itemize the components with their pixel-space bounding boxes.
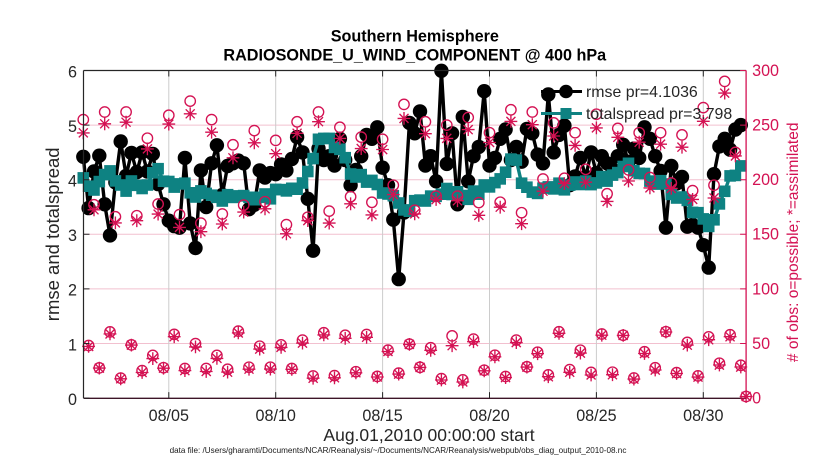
svg-text:6: 6 — [68, 63, 77, 81]
svg-text:1: 1 — [68, 336, 77, 354]
svg-text:5: 5 — [68, 118, 77, 136]
svg-text:150: 150 — [752, 226, 779, 244]
svg-text:250: 250 — [752, 117, 779, 135]
svg-text:Southern Hemisphere: Southern Hemisphere — [331, 28, 499, 46]
svg-text:08/15: 08/15 — [362, 407, 402, 425]
svg-text:0: 0 — [752, 390, 761, 408]
svg-text:08/10: 08/10 — [255, 407, 295, 425]
svg-text:2: 2 — [68, 282, 77, 300]
svg-text:RADIOSONDE_U_WIND_COMPONENT @: RADIOSONDE_U_WIND_COMPONENT @ 400 hPa — [223, 47, 607, 65]
svg-text:50: 50 — [752, 335, 770, 353]
svg-text:Aug.01,2010 00:00:00 start: Aug.01,2010 00:00:00 start — [323, 425, 534, 445]
svg-text:0: 0 — [68, 391, 77, 409]
svg-text:08/05: 08/05 — [149, 407, 189, 425]
svg-text:08/25: 08/25 — [576, 407, 616, 425]
svg-text:300: 300 — [752, 62, 779, 80]
svg-text:08/30: 08/30 — [683, 407, 723, 425]
svg-text:4: 4 — [68, 173, 77, 191]
svg-text:3: 3 — [68, 227, 77, 245]
svg-text:totalspread pr=3.798: totalspread pr=3.798 — [586, 106, 732, 123]
svg-text:# of obs: o=possible; *=assimi: # of obs: o=possible; *=assimilated — [785, 123, 802, 363]
svg-text:200: 200 — [752, 171, 779, 189]
svg-text:rmse and totalspread: rmse and totalspread — [42, 147, 63, 321]
svg-text:100: 100 — [752, 280, 779, 298]
svg-text:data file: /Users/gharamti/Doc: data file: /Users/gharamti/Documents/NCA… — [170, 446, 627, 455]
svg-text:rmse pr=4.1036: rmse pr=4.1036 — [586, 84, 698, 101]
svg-text:08/20: 08/20 — [469, 407, 509, 425]
